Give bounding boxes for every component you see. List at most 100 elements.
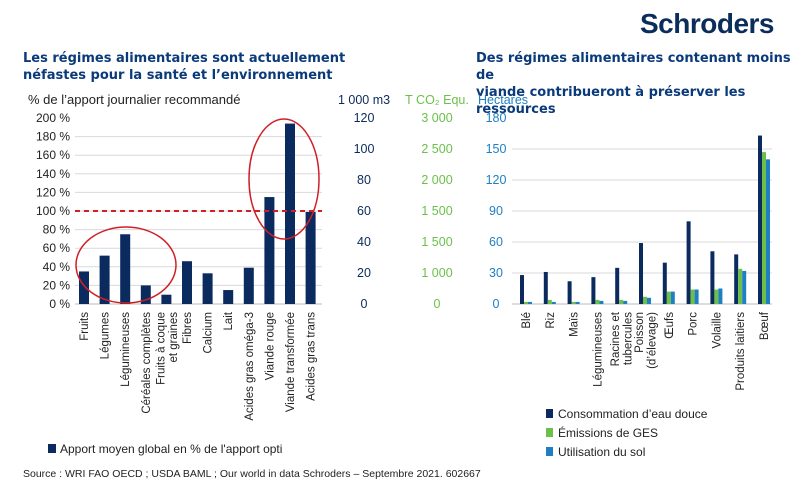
bar <box>161 294 172 304</box>
x-tick-label: Maïs <box>569 312 581 337</box>
y-tick-label: 140 % <box>36 167 70 181</box>
axis-unit-label: T CO₂ Equ. <box>405 93 469 107</box>
bar <box>99 255 110 304</box>
bar-0 <box>686 221 691 304</box>
axis-tick-label: 20 <box>357 266 371 280</box>
legend-swatch <box>48 444 56 453</box>
legend-label: Apport moyen global en % de l'apport opt… <box>60 442 282 456</box>
x-tick-label: Légumes <box>100 312 112 360</box>
legend-swatch <box>546 428 553 437</box>
y-axis-title: % de l’apport journalier recommandé <box>28 92 240 107</box>
y-tick-label: 100 % <box>36 204 70 218</box>
right-chart-title: Des régimes alimentaires contenant moins… <box>476 50 800 118</box>
bar-2 <box>575 301 580 304</box>
x-tick-label: Bœuf <box>759 311 771 340</box>
axis-tick-label: 90 <box>489 204 503 218</box>
bar-1 <box>643 296 647 304</box>
x-tick-label: Calcium <box>203 312 215 354</box>
axis-unit-label: 1 000 m3 <box>338 93 390 107</box>
x-tick-label: Fruits <box>79 312 91 341</box>
bar <box>182 261 192 304</box>
y-tick-label: 20 % <box>43 278 71 292</box>
bar <box>285 123 295 304</box>
y-tick-label: 40 % <box>43 260 71 274</box>
bar <box>264 197 275 304</box>
highlight-ellipse-high <box>248 118 320 240</box>
x-tick-label: Lait <box>223 311 235 330</box>
axis-tick-label: 3 000 <box>421 111 452 125</box>
y-tick-label: 200 % <box>36 111 70 125</box>
bar-0 <box>662 262 667 304</box>
bar-1 <box>595 299 600 304</box>
axis-tick-label: 120 <box>354 111 375 125</box>
bar <box>79 271 89 304</box>
legend-label: Consommation d’eau douce <box>558 407 708 421</box>
x-tick-label: Porc <box>688 312 700 336</box>
bar-1 <box>762 152 766 304</box>
axis-unit-label: Hectares <box>478 93 528 107</box>
bar-0 <box>710 251 715 304</box>
bar-1 <box>690 289 695 304</box>
legend-label: Utilisation du sol <box>558 445 645 459</box>
axis-tick-label: 1 500 <box>421 235 452 249</box>
axis-tick-label: 0 <box>434 297 441 311</box>
y-tick-label: 180 % <box>36 130 70 144</box>
y-tick-label: 80 % <box>43 223 71 237</box>
x-tick-label: Viande transformée <box>285 312 297 412</box>
axis-tick-label: 0 <box>361 297 368 311</box>
y-tick-label: 60 % <box>43 241 71 255</box>
left-chart-title: Les régimes alimentaires sont actuelleme… <box>23 50 345 84</box>
axis-tick-label: 1 000 <box>421 266 452 280</box>
bar <box>120 234 131 304</box>
legend-label: Émissions de GES <box>558 425 658 440</box>
x-tick-label: Fruits à coqueet graines <box>155 312 180 385</box>
x-tick-label: Acides gras trans <box>306 312 318 401</box>
bar <box>140 285 151 304</box>
legend-swatch <box>546 447 553 456</box>
axis-tick-label: 100 <box>354 142 375 156</box>
bar-0 <box>543 271 548 304</box>
axis-tick-label: 60 <box>357 204 371 218</box>
bar <box>243 267 254 304</box>
bar-0 <box>520 275 524 304</box>
right-title-line: Des régimes alimentaires contenant moins… <box>476 51 791 83</box>
x-tick-label: Céréales complètes <box>141 312 153 414</box>
x-tick-label: Viande rouge <box>264 312 276 380</box>
highlight-ellipse-low <box>75 226 177 304</box>
left-title-line: Les régimes alimentaires sont actuelleme… <box>23 51 346 66</box>
bar-2 <box>551 301 556 304</box>
axis-tick-label: 120 <box>486 173 507 187</box>
bar-2 <box>742 270 747 304</box>
bar-1 <box>738 268 743 304</box>
axis-tick-label: 30 <box>489 266 503 280</box>
axis-tick-label: 2 000 <box>421 173 452 187</box>
x-tick-label: Œufs <box>664 312 676 339</box>
bar-0 <box>615 267 620 304</box>
axis-tick-label: 80 <box>357 173 371 187</box>
x-tick-label: Volaille <box>711 312 723 348</box>
bar <box>223 290 234 304</box>
bar-2 <box>694 289 699 304</box>
bar-0 <box>639 243 643 304</box>
bar-1 <box>571 301 576 304</box>
legend-swatch <box>546 409 553 418</box>
x-tick-label: Produits laitiers <box>735 312 747 391</box>
bar-0 <box>734 254 739 304</box>
bar-1 <box>666 291 671 304</box>
bar-2 <box>647 297 651 304</box>
bar-2 <box>718 288 723 304</box>
bar-2 <box>599 300 604 304</box>
bar-2 <box>623 300 628 304</box>
axis-tick-label: 180 <box>486 111 507 125</box>
bar-1 <box>547 299 552 304</box>
axis-tick-label: 2 500 <box>421 142 452 156</box>
axis-tick-label: 40 <box>357 235 371 249</box>
bar-1 <box>619 299 624 304</box>
source-note: Source : WRI FAO OECD ; USDA BAML ; Our … <box>23 468 481 480</box>
bar-2 <box>766 159 770 304</box>
x-tick-label: Fibres <box>182 312 194 344</box>
bar-2 <box>528 301 532 304</box>
bar-0 <box>758 135 762 304</box>
bar-1 <box>524 301 528 304</box>
